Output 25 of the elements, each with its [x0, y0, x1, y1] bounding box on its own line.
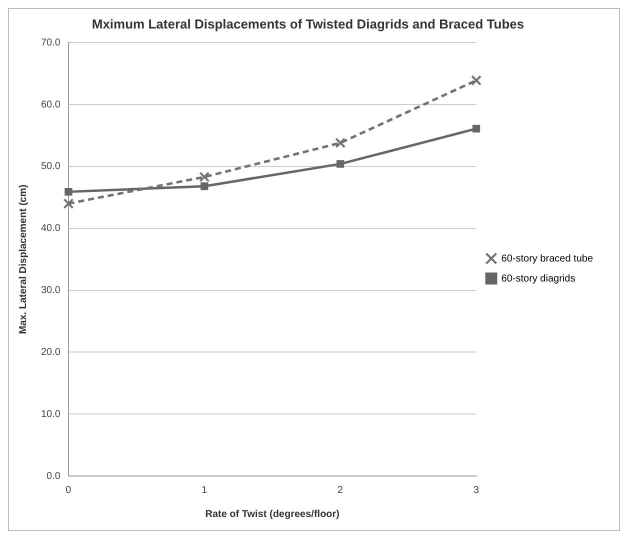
legend-label: 60-story diagrids [501, 273, 576, 284]
legend-label: 60-story braced tube [501, 253, 594, 264]
y-tick-label: 30.0 [40, 285, 61, 296]
y-tick-label: 60.0 [40, 99, 61, 110]
point [335, 138, 346, 148]
point [64, 188, 72, 196]
y-tick-label: 40.0 [40, 223, 61, 234]
x-tick-label: 2 [338, 484, 344, 496]
y-tick-label: 70.0 [40, 37, 61, 48]
point [471, 75, 482, 86]
y-tick-label: 10.0 [40, 408, 61, 420]
point [199, 172, 210, 182]
x-axis-title: Rate of Twist (degrees/floor) [205, 508, 340, 520]
x-tick-label: 1 [202, 484, 208, 496]
point [336, 160, 344, 168]
point [200, 182, 208, 190]
point [63, 198, 74, 209]
x-tick-label: 3 [474, 484, 480, 496]
y-axis-title: Max. Lateral Displacement (cm) [18, 184, 29, 334]
y-tick-label: 50.0 [40, 161, 61, 172]
y-tick-label: 20.0 [40, 346, 61, 358]
y-tick-label: 0.0 [46, 470, 61, 482]
point [472, 124, 480, 132]
chart-title: Mximum Lateral Displacements of Twisted Diagrids and Braced Tubes [92, 16, 524, 32]
x-tick-label: 0 [66, 484, 72, 496]
